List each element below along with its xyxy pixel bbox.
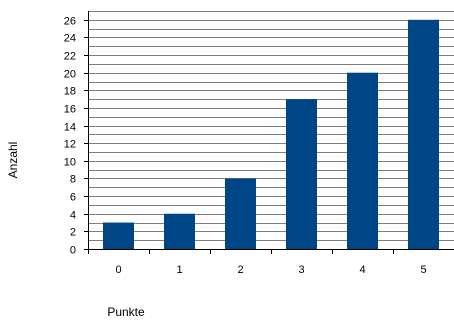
y-tick-label: 10	[64, 157, 76, 169]
y-tick-label: 18	[64, 86, 76, 98]
bar-4	[347, 72, 378, 249]
y-tick-label: 14	[64, 122, 76, 134]
y-tick-label: 22	[64, 51, 76, 63]
y-tick-label: 20	[64, 69, 76, 81]
y-tick-label: 2	[70, 227, 76, 239]
x-tick-label: 5	[420, 264, 426, 276]
y-tick-label: 24	[64, 33, 76, 45]
x-tick-label: 0	[115, 264, 121, 276]
bar-2	[225, 178, 256, 249]
gridlines	[88, 11, 454, 250]
y-tick-label: 26	[64, 16, 76, 28]
x-axis-title: Punkte	[107, 305, 145, 319]
x-tick-label: 4	[359, 264, 365, 276]
y-tick-label: 8	[70, 174, 76, 186]
bars	[103, 19, 439, 249]
y-tick-label: 4	[70, 210, 76, 222]
bar-1	[164, 213, 195, 249]
bar-0	[103, 222, 134, 249]
bar-3	[286, 99, 317, 249]
bar-5	[408, 19, 439, 249]
x-tick-label: 1	[176, 264, 182, 276]
y-axis-title: Anzahl	[6, 142, 20, 179]
y-tick-label: 0	[70, 245, 76, 257]
axes	[84, 11, 454, 254]
y-tick-label: 16	[64, 104, 76, 116]
y-tick-label: 12	[64, 139, 76, 151]
x-tick-label: 2	[237, 264, 243, 276]
x-tick-label: 3	[298, 264, 304, 276]
y-tick-label: 6	[70, 192, 76, 204]
